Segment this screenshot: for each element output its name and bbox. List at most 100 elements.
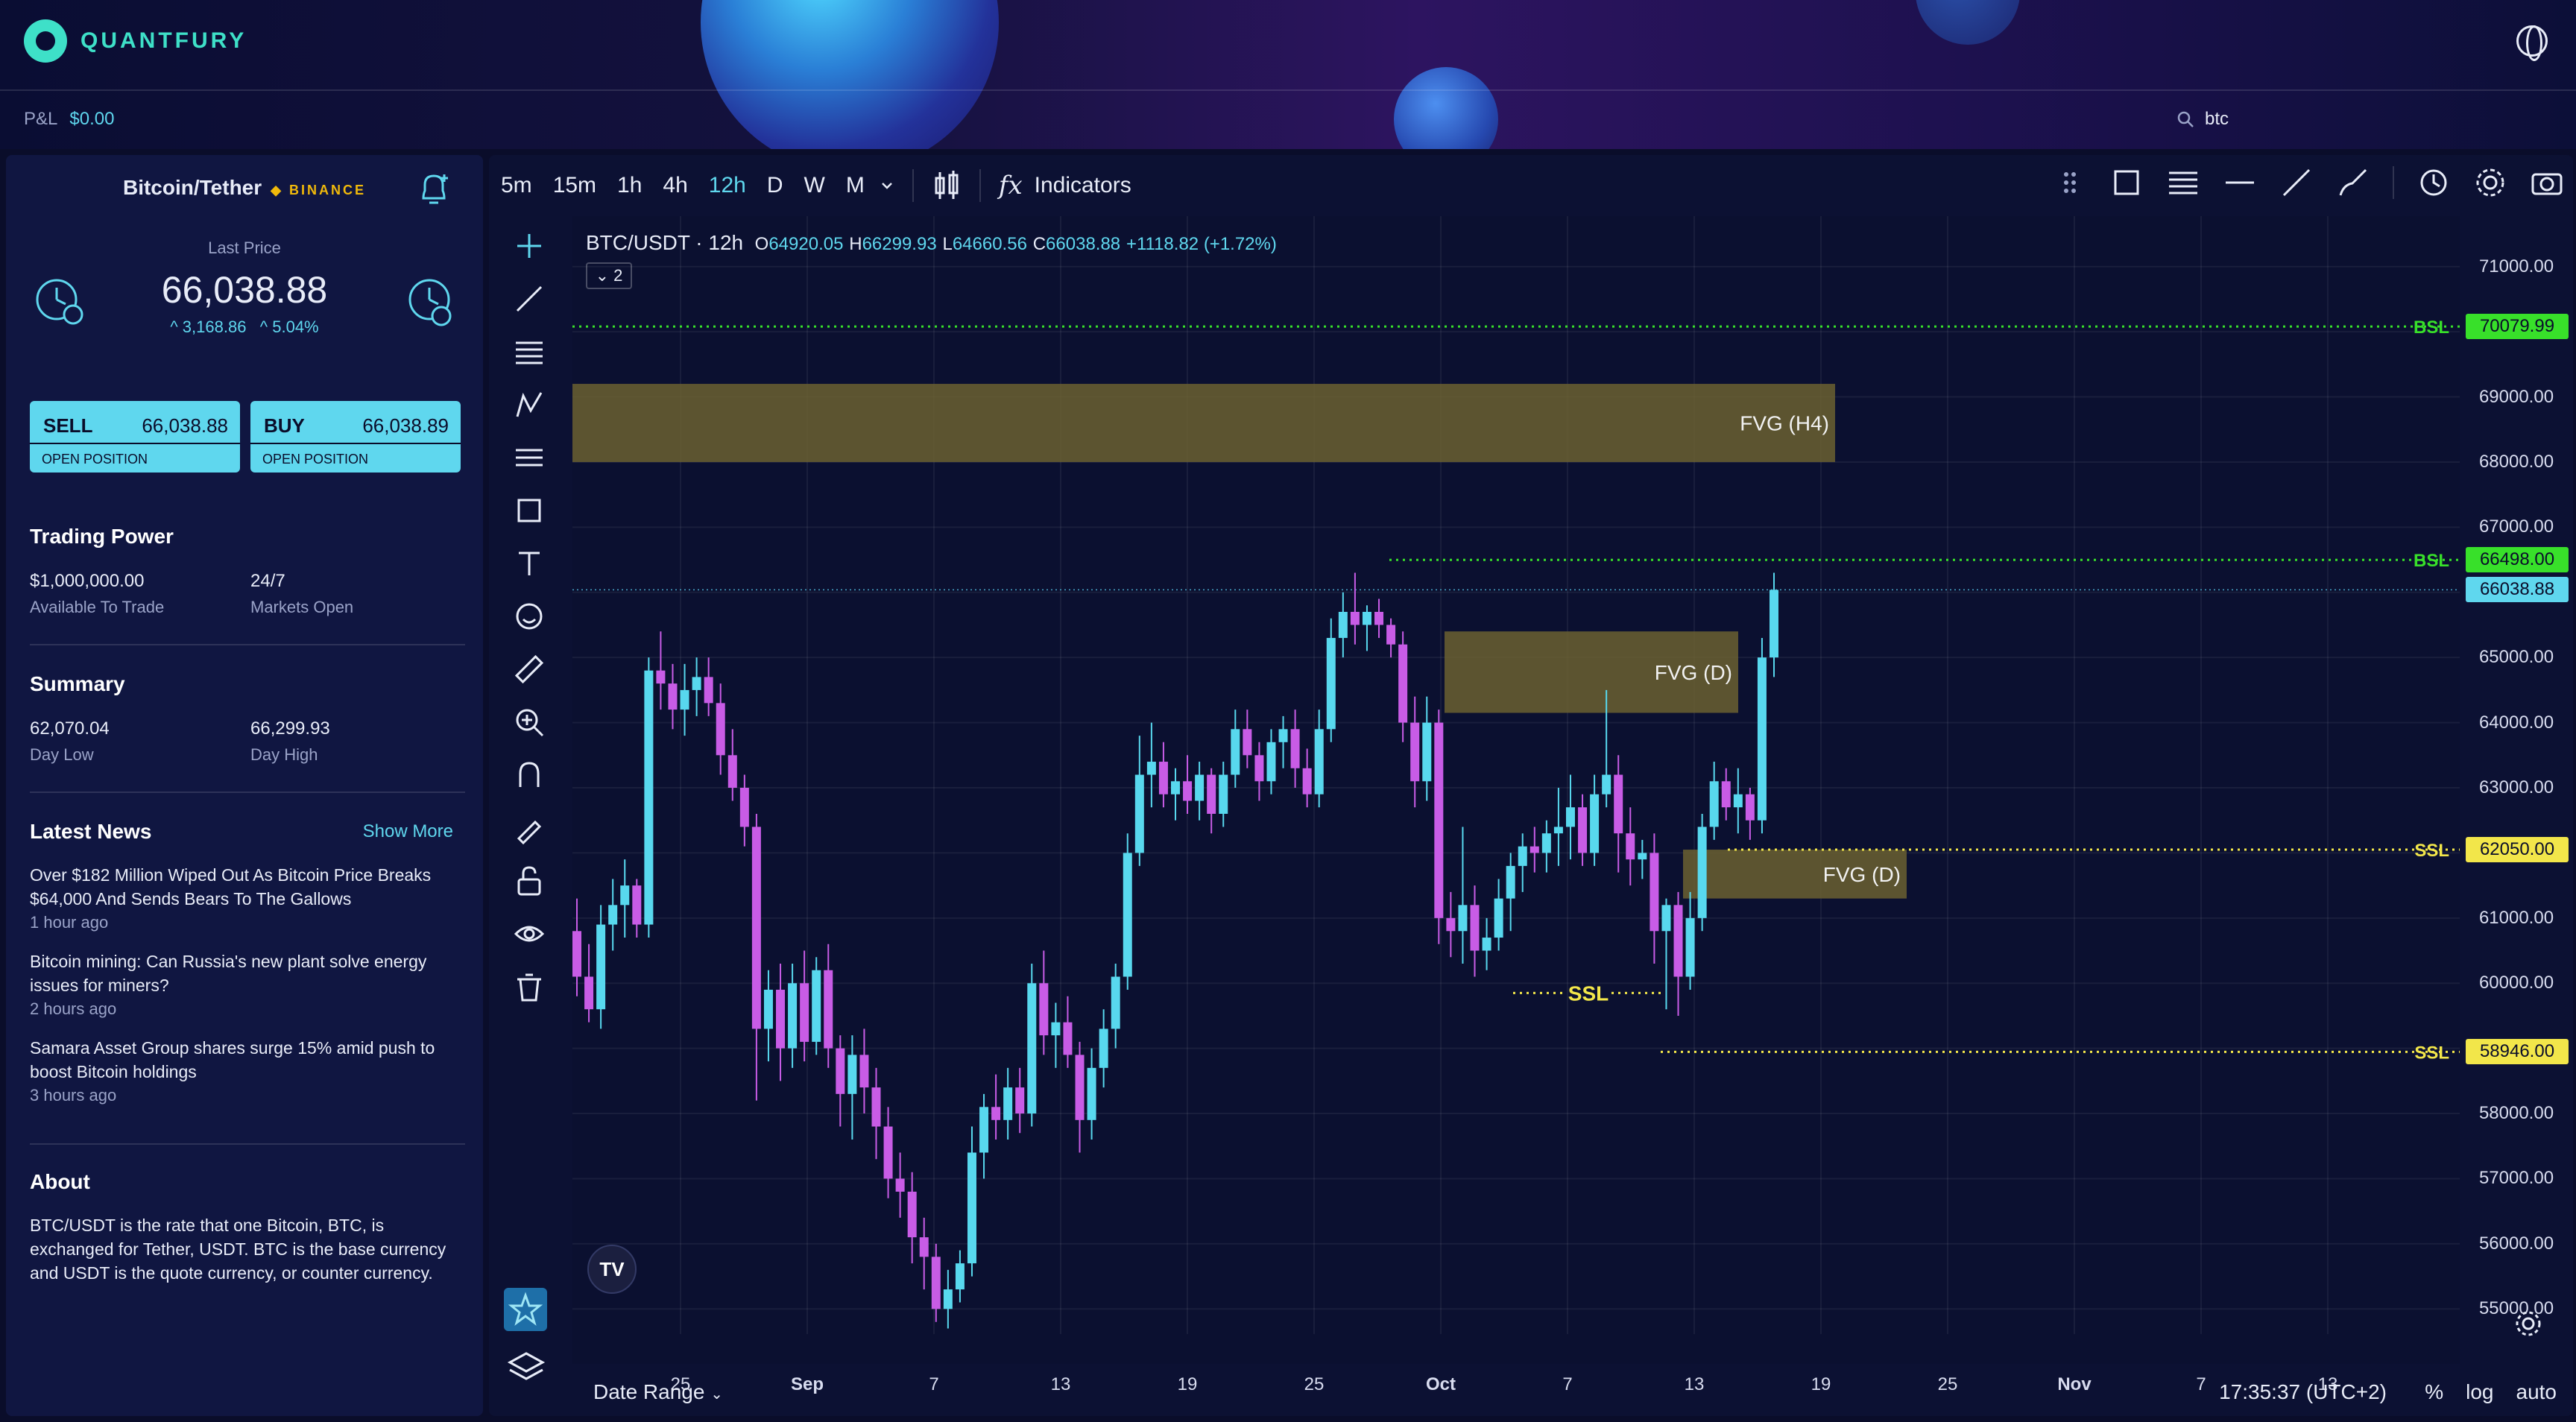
search-input[interactable]: btc [2176, 109, 2229, 130]
candle-body [1183, 781, 1193, 801]
candle-body [1386, 625, 1396, 645]
candle-type-icon[interactable] [932, 169, 962, 202]
day-high-value: 66,299.93 [250, 718, 330, 739]
candle-body [1254, 755, 1264, 782]
candle-body [967, 1152, 976, 1264]
auto-scale-toggle[interactable]: auto [2516, 1380, 2557, 1403]
candle-body [1146, 762, 1156, 775]
close-label: C [1032, 234, 1046, 254]
unlock-icon[interactable] [513, 865, 546, 897]
news-item[interactable]: Samara Asset Group shares surge 15% amid… [30, 1036, 455, 1107]
settings-gear-icon[interactable] [2473, 165, 2507, 200]
price-tick-label: 57000.00 [2478, 1168, 2554, 1189]
candle-body [1015, 1087, 1025, 1114]
chart-plot-area[interactable]: FVG (H4) FVG (D) FVG (D) BSL BSL SSL SSL SSL BT… [572, 216, 2460, 1394]
candle-body [871, 1087, 881, 1127]
brush-icon[interactable] [2336, 165, 2370, 200]
timeframe-4h[interactable]: 4h [663, 173, 688, 197]
candle-body [1158, 762, 1168, 794]
text-tool-icon[interactable] [513, 547, 546, 580]
bear-clock-icon[interactable] [33, 274, 86, 328]
price-change: ^ 3,168.86 ^ 5.04% [6, 317, 483, 337]
trend-line-icon[interactable] [2279, 165, 2314, 200]
indicators-button[interactable]: fx Indicators [999, 171, 1131, 200]
candle-body [739, 788, 749, 827]
planet-graphic [701, 0, 999, 149]
price-alert-bell-icon[interactable] [417, 171, 450, 209]
horizontal-line-icon[interactable] [2223, 165, 2257, 200]
news-item[interactable]: Bitcoin mining: Can Russia's new plant s… [30, 949, 455, 1021]
eye-icon[interactable] [513, 917, 546, 950]
news-time: 1 hour ago [30, 913, 109, 932]
timeframe-15m[interactable]: 15m [552, 173, 597, 197]
crosshair-icon[interactable] [513, 230, 546, 262]
axis-settings-gear-icon[interactable] [2513, 1309, 2543, 1339]
chart-panel: 5m 15m 1h 4h 12h D W M fx Indicators [489, 155, 2573, 1416]
change-pct: ^ 5.04% [259, 317, 319, 336]
timeframe-1h[interactable]: 1h [617, 173, 643, 197]
trash-icon[interactable] [513, 970, 546, 1003]
zoom-in-icon[interactable] [513, 706, 546, 739]
star-icon [508, 1292, 543, 1326]
bull-clock-icon[interactable] [402, 274, 456, 328]
camera-icon[interactable] [2530, 165, 2564, 200]
about-text: BTC/USDT is the rate that one Bitcoin, B… [30, 1216, 446, 1283]
timeframe-selector: 5m 15m 1h 4h 12h D W M [501, 173, 886, 198]
timeframe-12h[interactable]: 12h [708, 173, 746, 197]
candle-body [1350, 611, 1360, 625]
candle-body [859, 1055, 869, 1088]
ruler-icon[interactable] [513, 653, 546, 686]
candle-body [1578, 807, 1588, 853]
chevron-down-icon[interactable] [880, 178, 894, 193]
pair-name: Bitcoin/Tether [122, 176, 262, 199]
shape-tool-icon[interactable] [513, 494, 546, 527]
timeframe-w[interactable]: W [804, 173, 825, 197]
day-low-value: 62,070.04 [30, 718, 110, 739]
buy-button[interactable]: BUY 66,038.89 OPEN POSITION [250, 401, 461, 473]
candle-body [1745, 794, 1755, 821]
divider [30, 644, 465, 645]
tradingview-logo[interactable]: TV [587, 1245, 637, 1294]
ohlc-legend: BTC/USDT · 12h O64920.05 H66299.93 L6466… [586, 231, 1277, 255]
sell-button[interactable]: SELL 66,038.88 OPEN POSITION [30, 401, 240, 473]
candle-body [847, 1055, 857, 1094]
high-value: 66299.93 [862, 234, 937, 254]
log-scale-toggle[interactable]: log [2466, 1380, 2494, 1403]
candle-body [1458, 905, 1468, 932]
logo-icon [24, 19, 67, 63]
price-axis[interactable]: 71000.0070000.0069000.0068000.0067000.00… [2460, 216, 2573, 1364]
candle-body [656, 670, 666, 684]
percent-scale-toggle[interactable]: % [2425, 1380, 2444, 1403]
collapse-legend-button[interactable]: ⌄ 2 [586, 262, 632, 289]
available-label: Available To Trade [30, 598, 165, 616]
rectangle-tool-icon[interactable] [2109, 165, 2144, 200]
price-tick-label: 56000.00 [2478, 1233, 2554, 1254]
pattern-tool-icon[interactable] [513, 388, 546, 421]
candle-body [812, 970, 821, 1042]
date-range-button[interactable]: Date Range ⌄ [593, 1380, 723, 1404]
fib-tool-icon[interactable] [513, 335, 546, 368]
timeframe-m[interactable]: M [845, 173, 865, 197]
timeframe-d[interactable]: D [766, 173, 783, 197]
level-label: BSL [2414, 551, 2449, 571]
favorites-star-icon[interactable] [504, 1288, 547, 1331]
brand-logo[interactable]: QUANTFURY [24, 19, 247, 63]
candle-body [1638, 853, 1647, 860]
layers-icon[interactable] [505, 1347, 547, 1389]
time-tick-label: 25 [670, 1374, 691, 1394]
show-more-link[interactable]: Show More [362, 821, 453, 841]
emoji-tool-icon[interactable] [513, 600, 546, 633]
globe-icon[interactable] [2516, 25, 2548, 61]
fib-retracement-icon[interactable] [2166, 165, 2200, 200]
candle-body [1266, 742, 1276, 782]
prediction-tool-icon[interactable] [513, 441, 546, 474]
replay-icon[interactable] [2416, 165, 2451, 200]
drag-handle-icon[interactable] [2053, 165, 2087, 200]
timeframe-5m[interactable]: 5m [501, 173, 532, 197]
news-time: 3 hours ago [30, 1086, 117, 1105]
news-item[interactable]: Over $182 Million Wiped Out As Bitcoin P… [30, 863, 455, 935]
candle-body [680, 689, 689, 710]
trend-line-tool-icon[interactable] [513, 282, 546, 315]
magnet-icon[interactable] [513, 759, 546, 791]
lock-drawing-icon[interactable] [513, 812, 546, 844]
